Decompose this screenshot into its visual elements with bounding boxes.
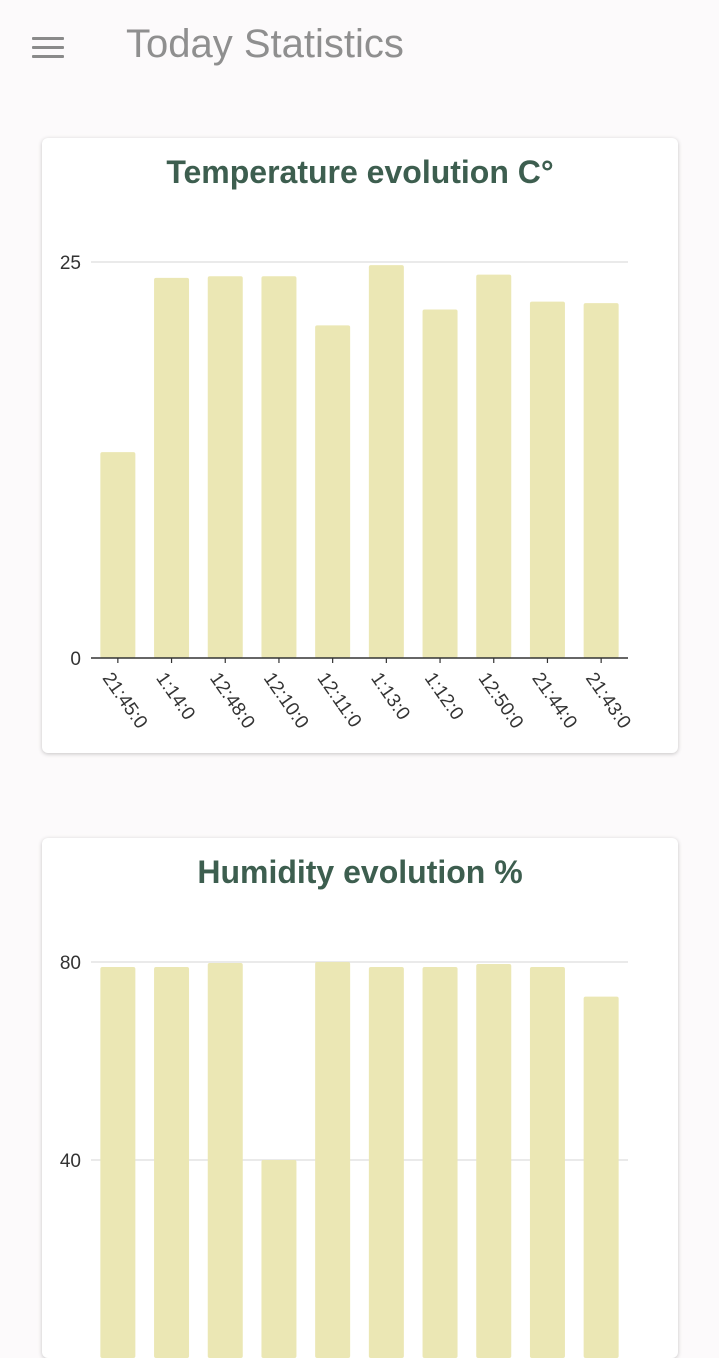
temperature-bar [100,452,136,658]
humidity-bar [315,962,351,1358]
temperature-bar [207,276,243,658]
humidity-bar [529,966,565,1358]
temperature-bar [368,265,404,658]
humidity-bar [422,966,458,1358]
temperature-x-tick-label: 1:12:0 [420,669,468,724]
humidity-chart-title: Humidity evolution % [197,854,523,890]
temperature-bar [315,325,351,658]
temperature-x-tick-label: 21:45:0 [98,669,152,733]
temperature-bar [583,303,619,658]
temperature-x-tick-label: 21:44:0 [527,669,581,733]
temperature-bar [476,274,512,658]
temperature-x-tick-label: 12:11:0 [313,669,366,732]
humidity-y-tick-label: 80 [60,953,81,974]
humidity-y-tick-label: 40 [60,1151,81,1172]
temperature-x-tick-label: 12:10:0 [259,669,313,733]
temperature-x-tick-label: 12:48:0 [205,669,259,733]
temperature-x-tick-label: 12:50:0 [474,669,528,733]
humidity-chart: 40 80 [60,953,628,1358]
humidity-bar [100,966,136,1358]
temperature-bar [529,301,565,658]
temperature-bar [154,277,190,658]
humidity-bar [207,962,243,1358]
humidity-bar [368,966,404,1358]
temperature-y-tick-label: 0 [70,649,81,670]
temperature-x-tick-label: 21:43:0 [581,669,635,733]
temperature-bar [261,276,297,658]
page-title: Today Statistics [126,22,404,66]
humidity-bar [261,1160,297,1358]
temperature-x-tick-label: 1:13:0 [366,669,414,724]
temperature-y-tick-label: 25 [60,253,81,274]
menu-icon[interactable] [32,37,66,59]
temperature-bar [422,309,458,658]
temperature-chart-title: Temperature evolution C° [166,154,554,190]
humidity-bar [583,996,619,1358]
temperature-x-tick-label: 1:14:0 [151,669,199,724]
app-bar: Today Statistics [0,0,719,96]
humidity-bar [154,966,190,1358]
humidity-chart-card: Humidity evolution % 40 80 [42,838,678,1358]
humidity-bar [476,963,512,1358]
temperature-chart-card: Temperature evolution C° 0 25 21:45:0 1:14:… [42,138,678,753]
